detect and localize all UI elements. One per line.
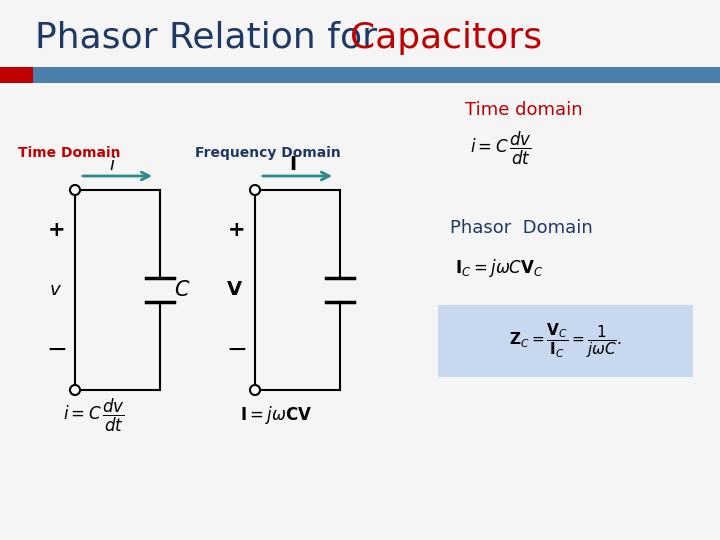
Text: Time Domain: Time Domain xyxy=(18,146,120,160)
Text: $\mathbf{V}$: $\mathbf{V}$ xyxy=(227,281,243,299)
Circle shape xyxy=(250,185,260,195)
Text: +: + xyxy=(48,220,66,240)
Text: −: − xyxy=(47,338,68,362)
Text: Phasor  Domain: Phasor Domain xyxy=(450,219,593,237)
Text: Time domain: Time domain xyxy=(465,101,582,119)
Text: $\mathbf{I}_C = j\omega C\mathbf{V}_C$: $\mathbf{I}_C = j\omega C\mathbf{V}_C$ xyxy=(455,257,544,279)
Bar xyxy=(0,67,33,83)
Bar xyxy=(33,67,720,83)
Circle shape xyxy=(70,385,80,395)
Text: $\mathbf{I} = j\omega \mathbf{CV}$: $\mathbf{I} = j\omega \mathbf{CV}$ xyxy=(240,404,312,426)
Text: $i = C\,\dfrac{dv}{dt}$: $i = C\,\dfrac{dv}{dt}$ xyxy=(63,396,125,434)
Text: −: − xyxy=(227,338,248,362)
Text: Capacitors: Capacitors xyxy=(350,21,542,55)
Text: Phasor Relation for: Phasor Relation for xyxy=(35,21,389,55)
Text: $v$: $v$ xyxy=(48,281,61,299)
Text: $C$: $C$ xyxy=(174,280,190,300)
Bar xyxy=(438,305,693,377)
Text: $\mathbf{Z}_C = \dfrac{\mathbf{V}_C}{\mathbf{I}_C} = \dfrac{1}{j\omega C}.$: $\mathbf{Z}_C = \dfrac{\mathbf{V}_C}{\ma… xyxy=(509,322,622,360)
Text: $i$: $i$ xyxy=(109,156,116,174)
Text: +: + xyxy=(228,220,246,240)
Circle shape xyxy=(70,185,80,195)
Text: Frequency Domain: Frequency Domain xyxy=(195,146,341,160)
Text: $i = C\,\dfrac{dv}{dt}$: $i = C\,\dfrac{dv}{dt}$ xyxy=(470,130,532,167)
Text: $\mathbf{I}$: $\mathbf{I}$ xyxy=(289,156,296,174)
Circle shape xyxy=(250,385,260,395)
